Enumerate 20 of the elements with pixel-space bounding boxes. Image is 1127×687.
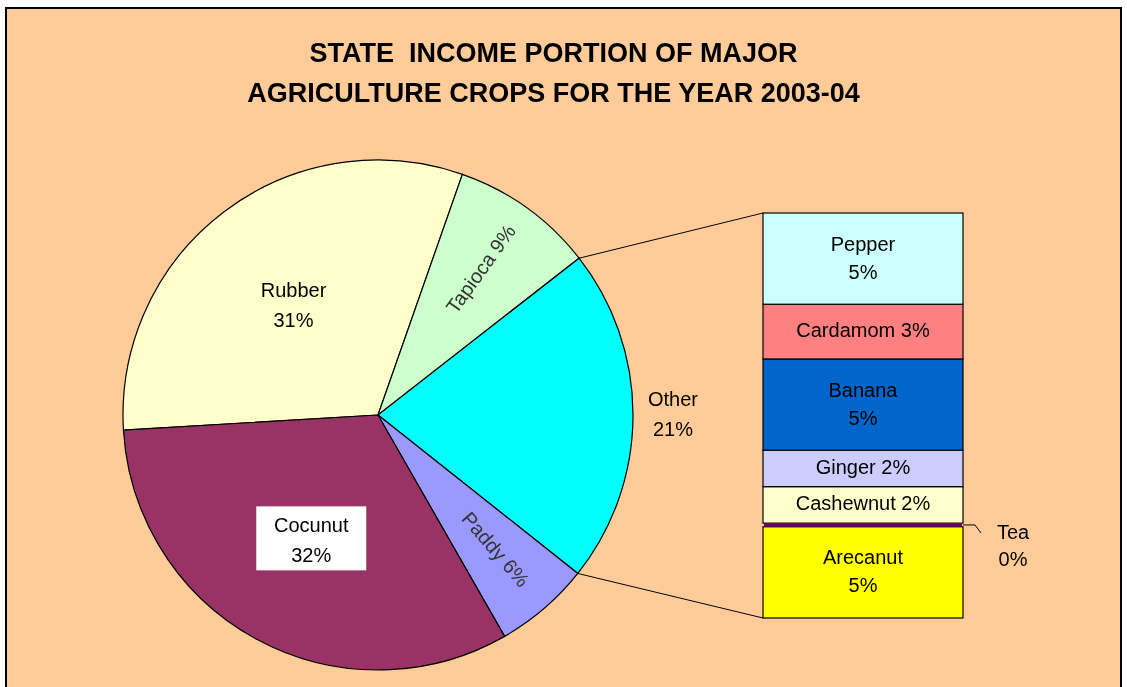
text: Cardamom 3% bbox=[796, 318, 930, 341]
slice-label: Other bbox=[647, 388, 699, 411]
series-label: Tea bbox=[996, 520, 1030, 543]
data-label: 5% bbox=[848, 260, 878, 283]
series-label: Banana bbox=[828, 378, 899, 401]
chart-title: STATE INCOME PORTION OF MAJOR AGRICULTURE CROPS FOR THE YEAR 2003-04 bbox=[247, 38, 860, 108]
bar bbox=[762, 526, 964, 619]
data-label: 21% bbox=[652, 418, 694, 441]
data-label: 31% bbox=[273, 309, 314, 332]
text: Cashewnut 2% bbox=[795, 492, 931, 515]
slice-label: Rubber bbox=[260, 279, 327, 302]
data-label: 5% bbox=[848, 406, 878, 429]
series-label: Pepper bbox=[830, 232, 896, 255]
series-label: Arecanut bbox=[822, 546, 904, 569]
bar bbox=[764, 523, 962, 527]
data-label: 32% bbox=[291, 544, 332, 567]
text: Ginger 2% bbox=[815, 455, 911, 478]
data-label: 0% bbox=[998, 547, 1028, 570]
data-label: 5% bbox=[848, 574, 878, 597]
slice-label: Cocunut bbox=[274, 514, 349, 537]
